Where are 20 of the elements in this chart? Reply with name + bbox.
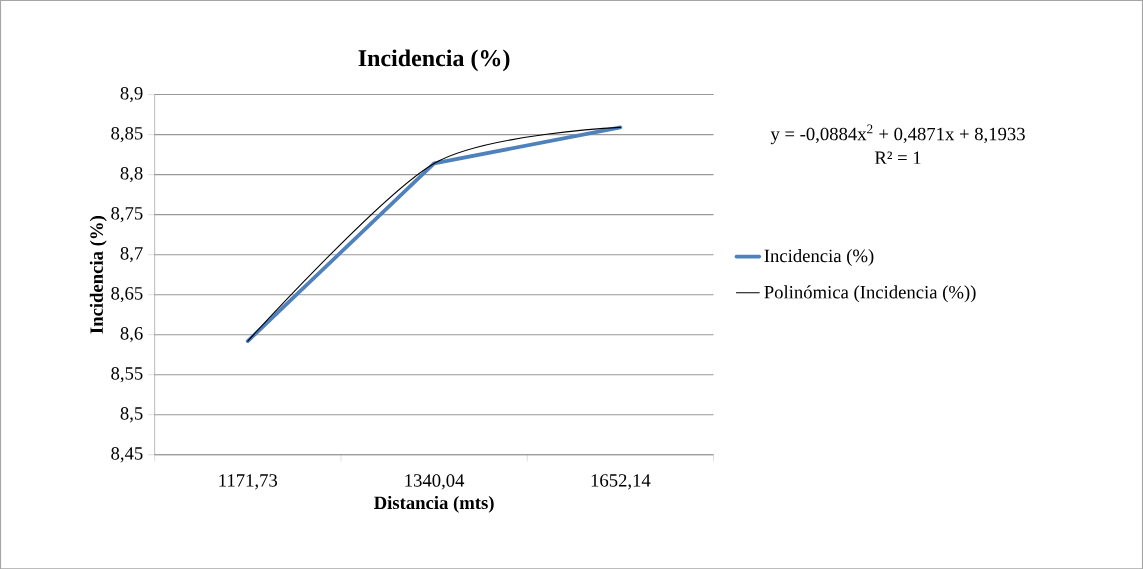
x-tick-label: 1171,73 [219,473,278,490]
x-tick-label: 1340,04 [405,473,465,490]
y-tick-label: 8,85 [111,126,143,143]
legend-label: Incidencia (%) [764,248,874,266]
y-tick-label: 8,9 [120,86,143,103]
text: y = -0,0884x$^{2}$ + 0,4871x + 8,1933 [770,124,1025,145]
chart-title: Incidencia (%) [358,49,510,72]
y-tick-label: 8,65 [111,286,143,303]
y-tick-label: 8,55 [111,366,143,383]
y-axis-title: Incidencia (%) [89,215,107,334]
y-tick-label: 8,45 [111,446,143,463]
y-tick-label: 8,6 [120,326,143,343]
y-tick-label: 8,75 [111,206,143,223]
x-tick-label: 1652,14 [591,473,651,490]
legend-label: Polinómica (Incidencia (%)) [764,285,976,303]
text: R² = 1 [874,151,921,164]
y-tick-label: 8,8 [120,166,143,183]
y-tick-label: 8,5 [120,406,143,423]
x-axis-title: Distancia (mts) [374,495,494,513]
y-tick-label: 8,7 [120,246,143,263]
